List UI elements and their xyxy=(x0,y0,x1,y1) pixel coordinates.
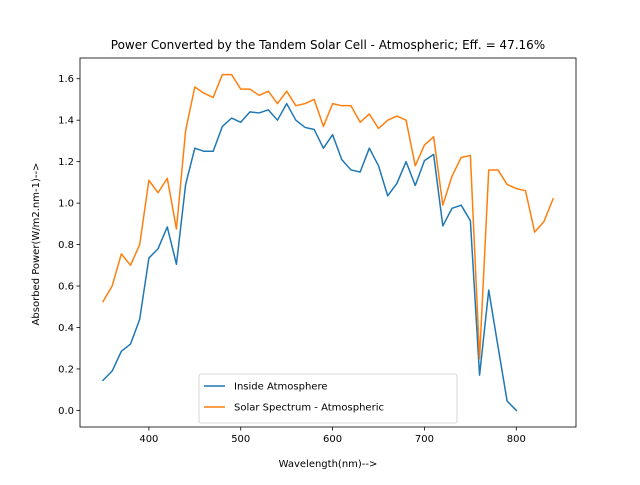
y-axis-label: Absorbed Power(W/m2.nm-1)--> xyxy=(31,163,42,326)
y-tick-label: 1.6 xyxy=(58,74,74,85)
series-line-1 xyxy=(101,102,518,412)
y-tick-label: 1.4 xyxy=(58,116,74,127)
y-tick-label: 1.0 xyxy=(58,199,74,210)
axes-frame xyxy=(79,57,577,428)
x-tick-label: 800 xyxy=(507,434,526,445)
y-tick-label: 0.4 xyxy=(58,323,74,334)
y-tick-label: 0.6 xyxy=(58,282,74,293)
y-tick-label: 0.8 xyxy=(58,240,74,251)
y-tick-label: 0.0 xyxy=(58,406,74,417)
plot-area: 400 500 600 700 800 0.0 0.2 0.4 0.6 0.8 1.0 1.2 1.4 1… xyxy=(58,57,577,445)
y-tick-label: 0.2 xyxy=(58,364,74,375)
x-tick-label: 700 xyxy=(415,434,434,445)
legend-box xyxy=(198,373,458,424)
series-line-2 xyxy=(101,73,555,360)
x-axis-label: Wavelength(nm)--> xyxy=(279,459,378,470)
legend-label-1: Inside Atmosphere xyxy=(234,382,328,393)
legend-label-2: Solar Spectrum - Atmospheric xyxy=(234,403,384,414)
x-tick-label: 500 xyxy=(231,434,250,445)
chart-title: Power Converted by the Tandem Solar Cell… xyxy=(111,38,545,52)
x-tick-label: 600 xyxy=(323,434,342,445)
x-tick-label: 400 xyxy=(139,434,158,445)
y-tick-label: 1.2 xyxy=(58,157,74,168)
